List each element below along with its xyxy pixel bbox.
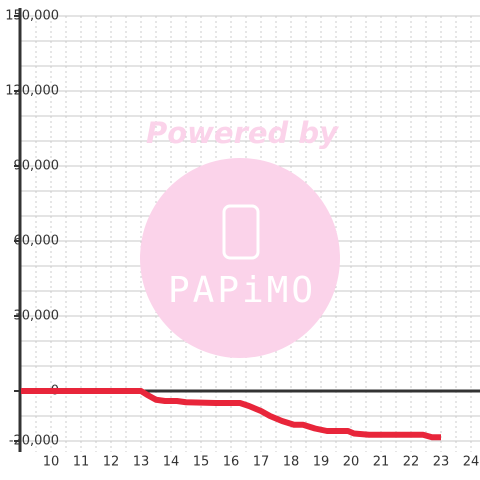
y-tick-label: 60,000 [14, 234, 60, 249]
line [21, 388, 441, 441]
y-tick-label: 30,000 [14, 309, 60, 324]
x-tick-label: 19 [313, 455, 330, 470]
x-tick-label: 12 [103, 455, 120, 470]
y-tick-label: -20,000 [9, 434, 59, 449]
x-tick-label: 22 [403, 455, 420, 470]
x-tick-label: 11 [73, 455, 90, 470]
watermark-logo: PAPiMO [168, 270, 316, 311]
x-tick-label: 15 [193, 455, 210, 470]
x-tick-label: 14 [163, 455, 180, 470]
x-tick-label: 16 [223, 455, 240, 470]
y-tick-label: 150,000 [5, 9, 59, 24]
watermark-icon [222, 204, 260, 260]
x-tick-label: 17 [253, 455, 270, 470]
x-tick-label: 10 [43, 455, 60, 470]
x-tick-label: 21 [373, 455, 390, 470]
x-tick-label: 13 [133, 455, 150, 470]
x-tick-label: 23 [433, 455, 450, 470]
watermark: Powered by PAPiMO [140, 116, 340, 358]
watermark-text: Powered by [146, 116, 339, 150]
y-tick-label: 90,000 [14, 159, 60, 174]
x-tick-label: 24 [463, 455, 480, 470]
y-tick-label: 120,000 [5, 84, 59, 99]
x-tick-label: 20 [343, 455, 360, 470]
x-tick-label: 18 [283, 455, 300, 470]
